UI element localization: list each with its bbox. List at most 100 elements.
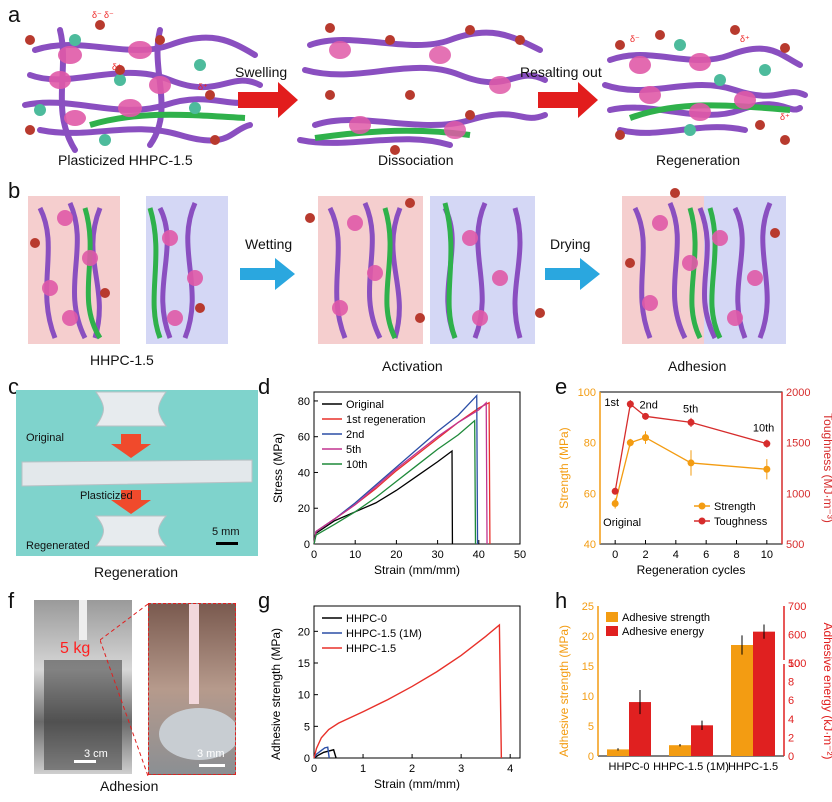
bar-strength <box>669 745 691 756</box>
svg-text:δ⁺: δ⁺ <box>780 112 790 122</box>
plot-frame <box>313 391 521 545</box>
series-line-0 <box>313 449 454 545</box>
y-tick-label: 60 <box>298 432 310 444</box>
series-line-0 <box>313 748 337 759</box>
x-axis-label: Strain (mm/mm) <box>374 563 460 577</box>
y-tick-label: 20 <box>298 626 310 638</box>
x-tick-label: 6 <box>703 549 709 561</box>
panel-label-f: f <box>8 588 15 613</box>
legend-label-1: Toughness <box>714 516 768 528</box>
svg-text:δ⁻: δ⁻ <box>92 10 102 20</box>
y-right-tick-label: 500 <box>788 658 806 670</box>
x-axis-label: Strain (mm/mm) <box>374 777 460 791</box>
x-tick-label: 1 <box>360 763 366 775</box>
zoom-photo: 3 mm <box>148 603 236 775</box>
scale-bar-c: 5 mm <box>212 526 240 538</box>
y-tick-label: 80 <box>298 396 310 408</box>
y-right-tick-label: 1500 <box>786 438 810 450</box>
x-tick-label: 4 <box>507 763 513 775</box>
bar-energy <box>753 631 775 756</box>
panel-label-g: g <box>258 588 271 613</box>
caption-plasticized: Plasticized HHPC-1.5 <box>58 152 193 168</box>
y-right-axis-label: Toughness (MJ·m⁻³) <box>821 413 832 523</box>
chart-adhesive-strength: 0 1 2 3 4 0 5 10 15 20 Strain (mm/mm) Adhesive stre… <box>269 605 521 791</box>
caption-adhesion-f: Adhesion <box>100 778 159 794</box>
category-label: HHPC-1.5 <box>728 761 778 773</box>
x-tick-label: 40 <box>473 549 485 561</box>
zoom-lines <box>100 603 149 777</box>
y-right-tick-label: 6 <box>788 695 794 707</box>
caption-activation: Activation <box>382 358 443 374</box>
series-line-3 <box>313 401 488 545</box>
panel-a-schematic: δ⁻ δ⁻ δ⁺δ⁺ δ⁻ δ⁺ δ⁺ <box>22 10 808 155</box>
label-wetting: Wetting <box>245 236 293 252</box>
y-right-tick-label: 2000 <box>786 387 810 399</box>
legend-marker-0 <box>698 502 706 510</box>
data-point <box>626 400 634 408</box>
y-left-tick-label: 5 <box>588 721 594 733</box>
legend-label-2: 2nd <box>346 429 364 441</box>
y-right-tick-label: 700 <box>788 601 806 613</box>
caption-hhpc: HHPC-1.5 <box>90 352 154 368</box>
legend-swatch-0 <box>606 612 618 622</box>
y-left-tick-label: 15 <box>582 661 594 673</box>
data-point <box>642 434 649 442</box>
legend-label-3: 5th <box>346 444 361 456</box>
scale-bar-f1: 3 cm <box>84 748 108 760</box>
y-tick-label: 5 <box>304 721 310 733</box>
label-original: Original <box>26 432 64 444</box>
svg-text:δ⁺: δ⁺ <box>740 34 750 44</box>
x-tick-label: 0 <box>311 763 317 775</box>
legend-marker-1 <box>698 517 706 525</box>
y-right-tick-label: 8 <box>788 677 794 689</box>
y-left-tick-label: 60 <box>584 488 596 500</box>
arrow-resalting <box>538 82 598 118</box>
panel-label-d: d <box>258 374 271 399</box>
y-right-axis-label: Adhesive energy (kJ·m⁻²) <box>821 622 832 759</box>
scale-bar-f2: 3 mm <box>197 748 225 760</box>
legend-label-2: HHPC-1.5 <box>346 643 396 655</box>
bar-strength <box>607 749 629 756</box>
annotation-5th: 5th <box>683 403 698 415</box>
panel-label-h: h <box>555 588 568 613</box>
x-tick-label: 0 <box>612 549 618 561</box>
panel-label-e: e <box>555 374 568 399</box>
y-right-tick-label: 4 <box>788 714 794 726</box>
chart-regeneration-cycles: 0 2 4 6 8 10 40 60 80 100 500 1000 1500 2000 Regenerat… <box>557 387 832 577</box>
y-left-axis-label: Strength (MPa) <box>557 427 571 508</box>
panel-label-b: b <box>8 178 21 203</box>
x-tick-label: 3 <box>458 763 464 775</box>
delta-labels: δ⁻ δ⁻ δ⁺ δ⁺ <box>92 10 208 92</box>
y-tick-label: 0 <box>304 539 310 551</box>
panel-label-a: a <box>8 2 21 27</box>
caption-regeneration-c: Regeneration <box>94 564 179 580</box>
y-tick-label: 15 <box>298 658 310 670</box>
svg-text:δ⁺: δ⁺ <box>198 82 208 92</box>
bar-energy <box>691 725 713 756</box>
arrow-drying <box>545 258 600 290</box>
y-right-tick-label: 2 <box>788 732 794 744</box>
series-line-1 <box>313 746 330 759</box>
y-right-tick-label: 10 <box>788 658 800 670</box>
svg-text:δ⁻: δ⁻ <box>630 34 640 44</box>
data-point <box>687 459 695 467</box>
chart-stress-strain: 0 10 20 30 40 50 0 20 40 60 80 Strain (mm/mm) Stress… <box>271 391 526 577</box>
data-point <box>763 465 771 473</box>
caption-regeneration: Regeneration <box>656 152 741 168</box>
y-axis-label: Adhesive strength (MPa) <box>269 628 283 760</box>
regeneration-photo: Original Plasticized Regenerated 5 mm <box>16 390 258 556</box>
x-tick-label: 4 <box>673 549 679 561</box>
label-regenerated: Regenerated <box>26 540 90 552</box>
legend-label-1: Adhesive energy <box>622 626 704 638</box>
y-left-tick-label: 80 <box>584 438 596 450</box>
label-swelling: Swelling <box>235 64 288 80</box>
legend-label-0: Adhesive strength <box>622 612 710 624</box>
series-line-2 <box>313 623 503 759</box>
legend-label-1: HHPC-1.5 (1M) <box>346 628 422 640</box>
x-tick-label: 30 <box>431 549 443 561</box>
x-tick-label: 8 <box>733 549 739 561</box>
x-tick-label: 10 <box>349 549 361 561</box>
samples-drawing <box>21 391 253 547</box>
data-point <box>611 499 619 507</box>
data-point <box>763 440 771 448</box>
